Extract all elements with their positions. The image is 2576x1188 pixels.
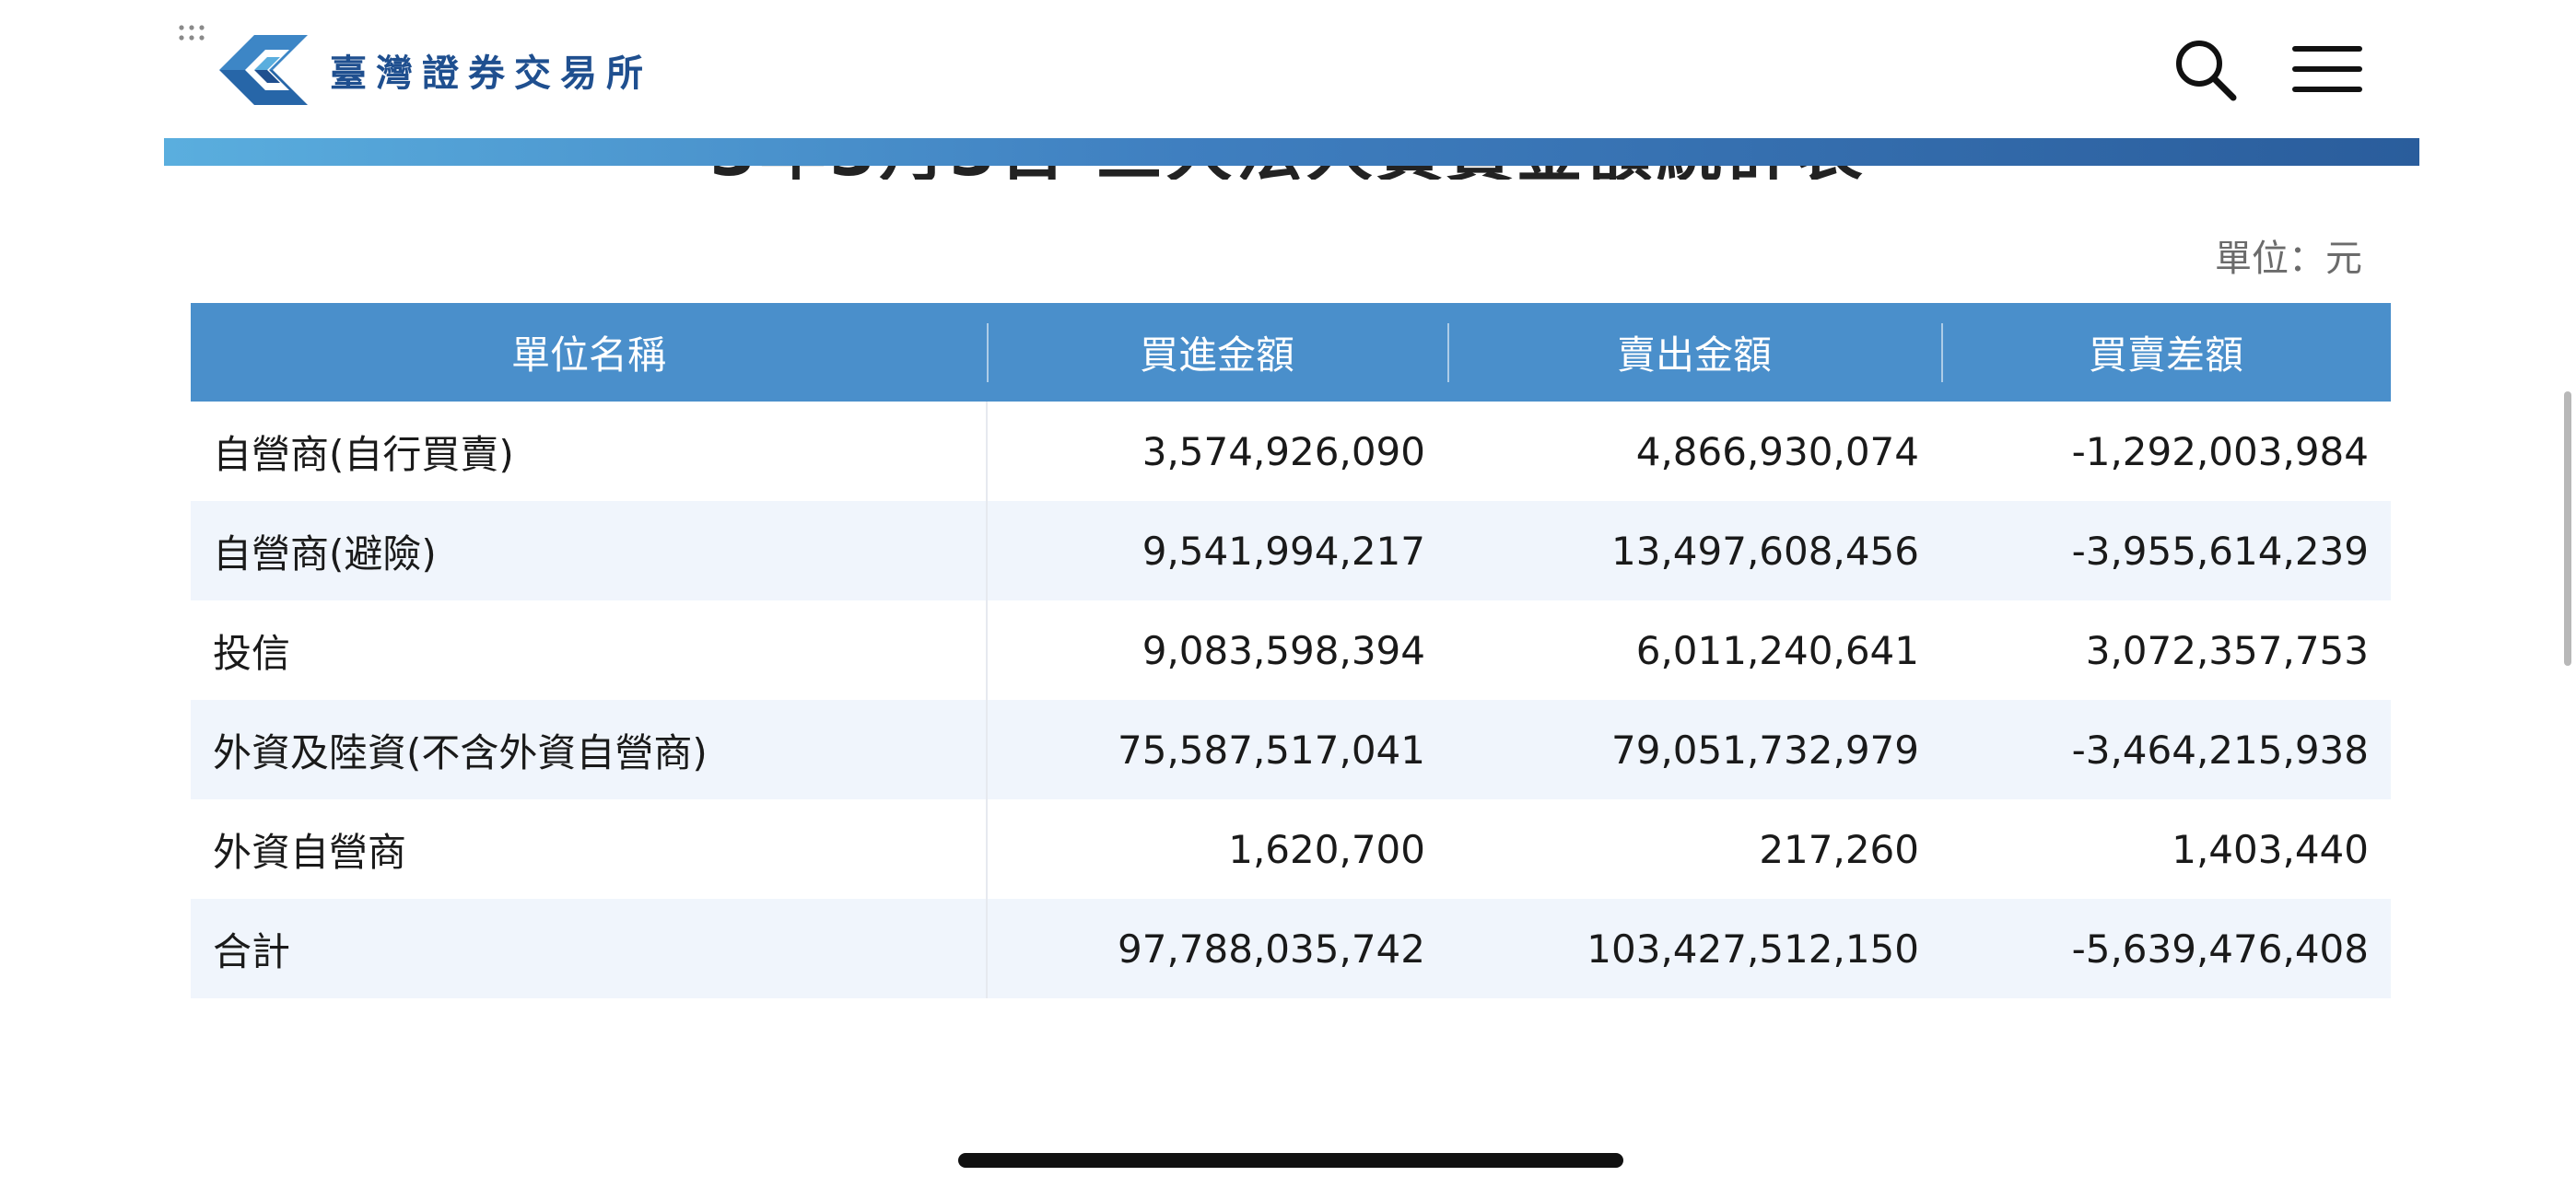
cell-sell-amount: 217,260 xyxy=(1447,799,1941,899)
vertical-scrollbar[interactable] xyxy=(2564,391,2571,666)
cell-unit-name: 合計 xyxy=(191,899,988,998)
cell-sell-amount: 103,427,512,150 xyxy=(1447,899,1941,998)
cell-difference: -3,464,215,938 xyxy=(1941,700,2391,799)
table-row-total: 合計 97,788,035,742 103,427,512,150 -5,639… xyxy=(191,899,2391,998)
home-indicator[interactable] xyxy=(958,1153,1623,1168)
cell-unit-name: 自營商(自行買賣) xyxy=(191,402,988,501)
table-header-row: 單位名稱 買進金額 賣出金額 買賣差額 xyxy=(191,303,2391,402)
table-row: 投信 9,083,598,394 6,011,240,641 3,072,357… xyxy=(191,600,2391,700)
institutional-trading-table: 單位名稱 買進金額 賣出金額 買賣差額 自營商(自行買賣) 3,574,926,… xyxy=(191,303,2391,998)
header-unit-name: 單位名稱 xyxy=(191,303,987,402)
cell-difference: -5,639,476,408 xyxy=(1941,899,2391,998)
title-band xyxy=(164,138,2419,166)
logo-text: 臺灣證券交易所 xyxy=(330,52,652,95)
site-logo[interactable]: 臺灣證券交易所 xyxy=(217,33,652,107)
cell-buy-amount: 9,083,598,394 xyxy=(987,600,1447,700)
header-sell-amount: 賣出金額 xyxy=(1447,303,1941,402)
cell-difference: -1,292,003,984 xyxy=(1941,402,2391,501)
table-row: 外資自營商 1,620,700 217,260 1,403,440 xyxy=(191,799,2391,899)
grid-dots-icon[interactable] xyxy=(178,23,213,51)
hamburger-menu-icon[interactable] xyxy=(2292,39,2362,99)
cell-unit-name: 外資自營商 xyxy=(191,799,988,899)
header-buy-amount: 買進金額 xyxy=(987,303,1447,402)
cell-unit-name: 外資及陸資(不含外資自營商) xyxy=(191,700,988,799)
site-header: 臺灣證券交易所 xyxy=(0,0,2576,138)
cell-buy-amount: 97,788,035,742 xyxy=(987,899,1447,998)
cell-sell-amount: 79,051,732,979 xyxy=(1447,700,1941,799)
cell-sell-amount: 6,011,240,641 xyxy=(1447,600,1941,700)
cell-buy-amount: 9,541,994,217 xyxy=(987,501,1447,600)
table-row: 外資及陸資(不含外資自營商) 75,587,517,041 79,051,732… xyxy=(191,700,2391,799)
table-row: 自營商(自行買賣) 3,574,926,090 4,866,930,074 -1… xyxy=(191,402,2391,501)
cell-unit-name: 自營商(避險) xyxy=(191,501,988,600)
search-icon[interactable] xyxy=(2172,37,2239,103)
cell-buy-amount: 3,574,926,090 xyxy=(987,402,1447,501)
cell-difference: 3,072,357,753 xyxy=(1941,600,2391,700)
cell-sell-amount: 13,497,608,456 xyxy=(1447,501,1941,600)
cell-unit-name: 投信 xyxy=(191,600,988,700)
table-row: 自營商(避險) 9,541,994,217 13,497,608,456 -3,… xyxy=(191,501,2391,600)
cell-difference: 1,403,440 xyxy=(1941,799,2391,899)
cell-sell-amount: 4,866,930,074 xyxy=(1447,402,1941,501)
header-difference: 買賣差額 xyxy=(1941,303,2391,402)
cell-buy-amount: 75,587,517,041 xyxy=(987,700,1447,799)
cell-buy-amount: 1,620,700 xyxy=(987,799,1447,899)
twse-logo-icon xyxy=(219,35,308,105)
unit-label: 單位：元 xyxy=(2215,238,2362,280)
cell-difference: -3,955,614,239 xyxy=(1941,501,2391,600)
